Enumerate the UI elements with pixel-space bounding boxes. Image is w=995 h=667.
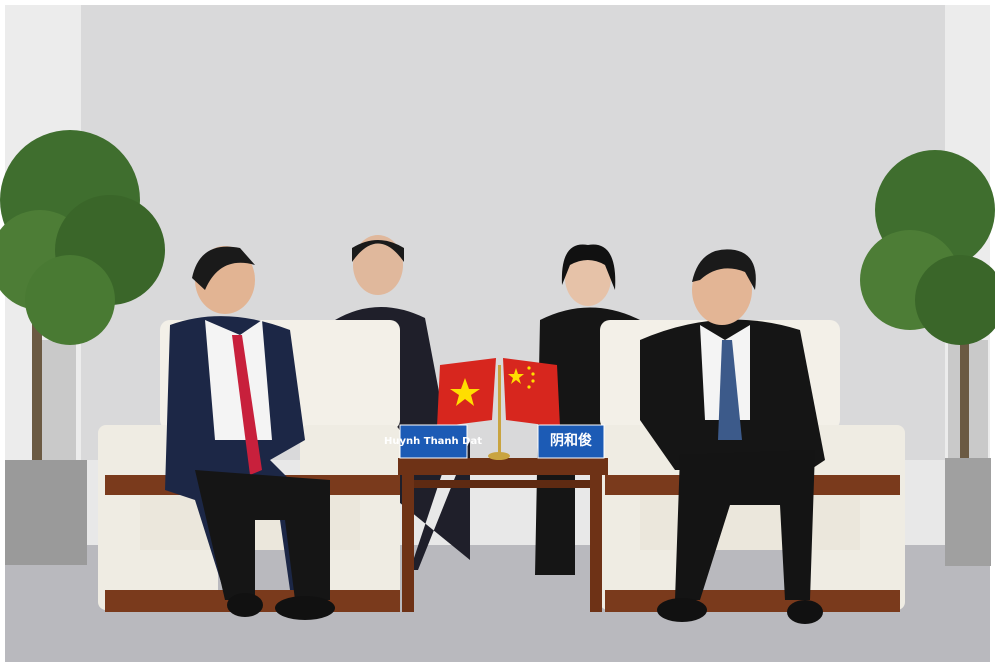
- plant-right: [860, 150, 995, 566]
- person-right: [640, 249, 825, 624]
- nameplate-text: Huynh Thanh Dat: [384, 436, 482, 447]
- nameplate-left: Huynh Thanh Dat: [384, 424, 482, 459]
- person-left: [165, 246, 335, 620]
- flags: [437, 358, 560, 460]
- nameplate-right: 阴和俊: [537, 424, 605, 459]
- table: [398, 458, 608, 612]
- nameplate-text: 阴和俊: [550, 432, 592, 449]
- plant-left: [0, 130, 165, 565]
